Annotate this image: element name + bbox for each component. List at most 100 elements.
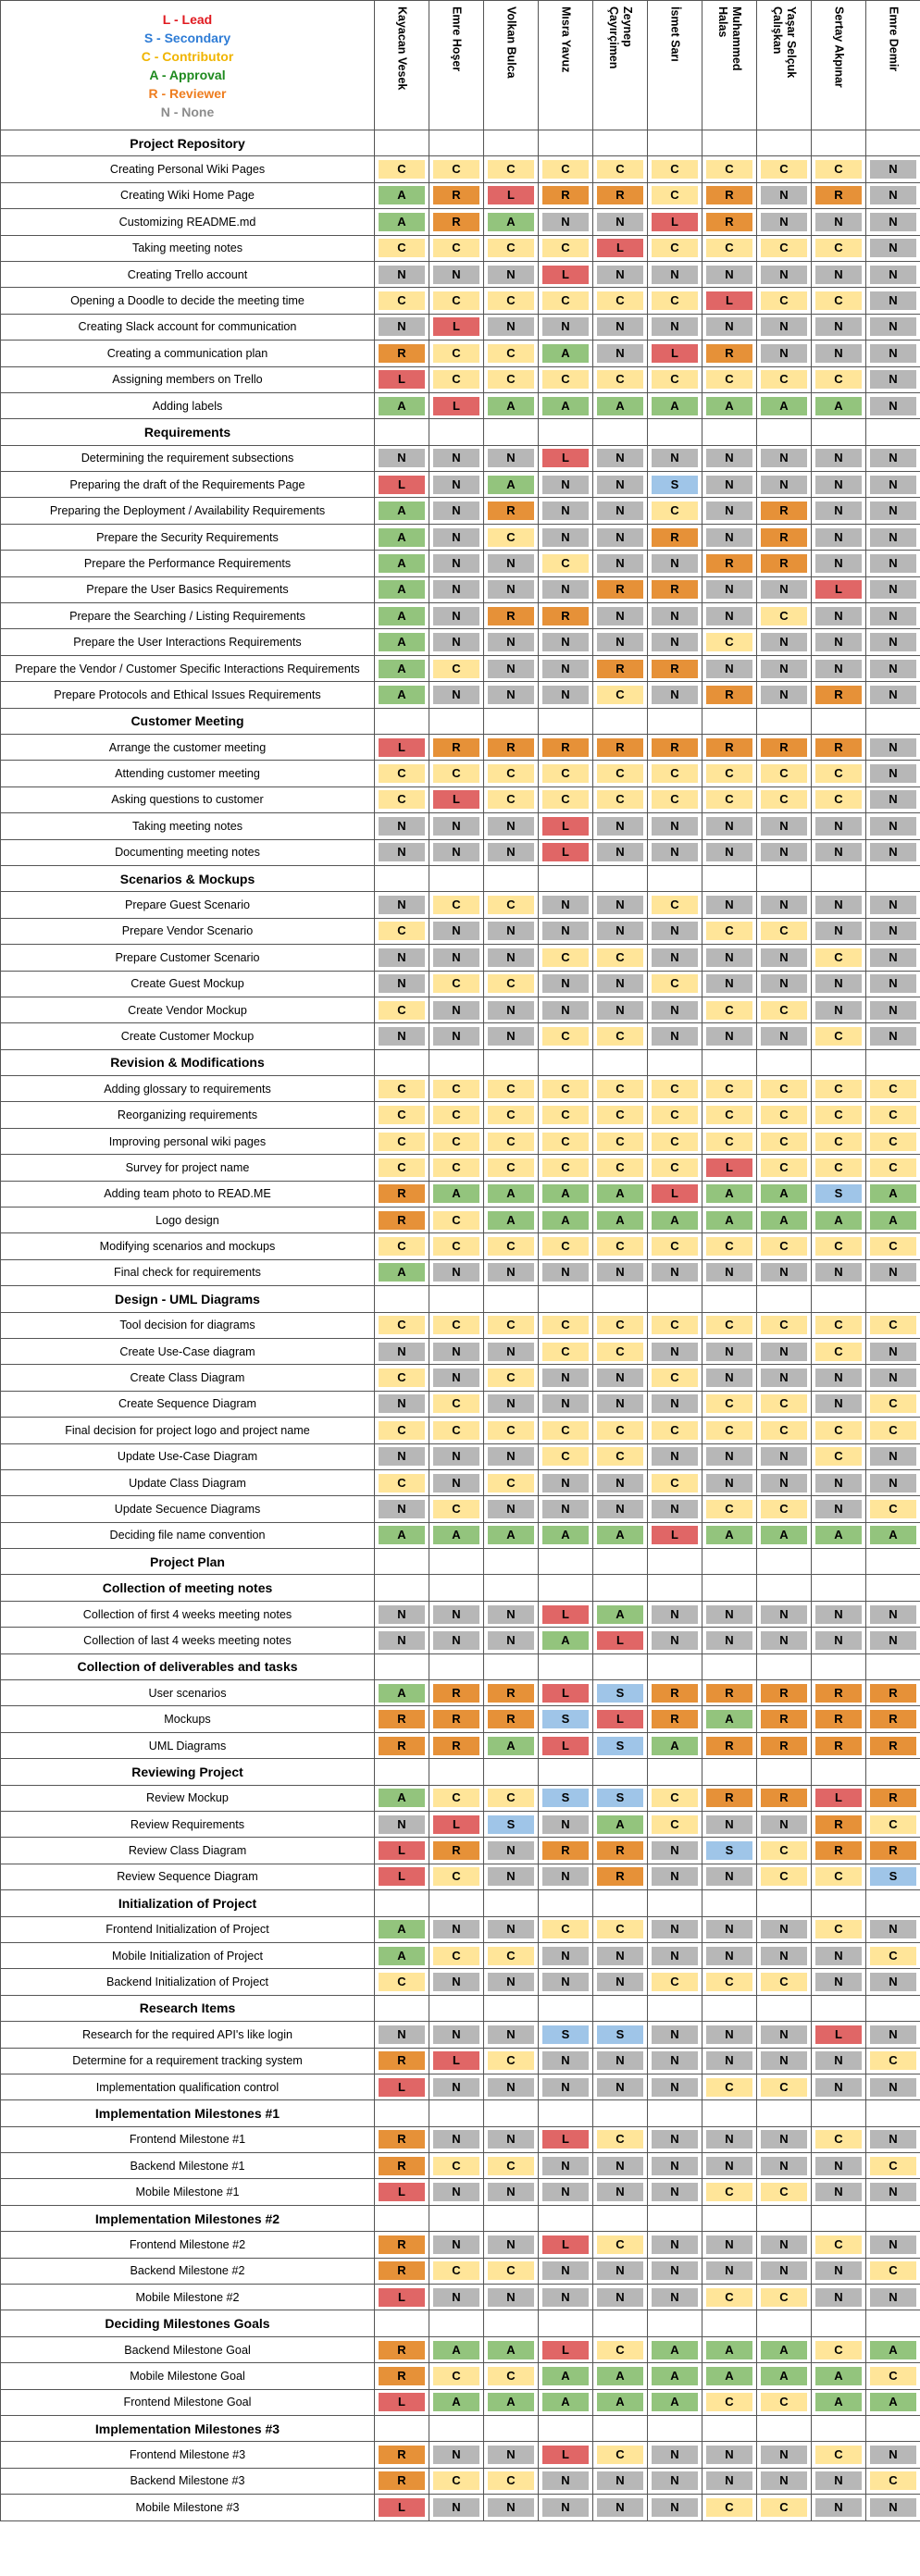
role-badge: N [761,2446,807,2465]
empty-cell [811,1758,866,1786]
role-badge: N [761,1342,807,1361]
role-cell: C [483,1127,539,1156]
role-cell: A [538,1207,593,1234]
role-badge: N [488,1630,534,1650]
role-badge: C [597,160,643,180]
role-cell: L [647,1521,702,1550]
role-cell: A [374,1784,429,1813]
role-cell: C [538,1915,593,1943]
role-cell: A [538,391,593,420]
role-badge: N [815,2261,862,2281]
role-cell: N [429,2021,484,2049]
role-badge: A [706,2366,752,2385]
role-badge: N [652,1263,698,1282]
role-badge: N [379,449,425,468]
role-badge: R [597,1867,643,1887]
role-badge: A [379,1263,425,1282]
role-badge: C [433,2261,479,2281]
role-cell: N [374,1390,429,1418]
empty-cell [702,707,757,735]
role-badge: R [706,1683,752,1703]
task-name: Asking questions to customer [0,786,375,814]
role-badge: N [706,317,752,337]
role-badge: N [542,2156,589,2175]
role-badge: N [433,2077,479,2097]
role-cell: N [647,313,702,341]
role-cell: N [429,523,484,551]
role-badge: N [815,2497,862,2517]
role-badge: N [542,1946,589,1965]
role-cell: N [483,1022,539,1050]
role-cell: R [538,602,593,630]
role-cell: L [374,365,429,393]
role-badge: L [433,317,479,337]
role-badge: C [761,922,807,941]
role-badge: L [433,2051,479,2071]
task-name: Create Guest Mockup [0,970,375,997]
role-cell: C [483,1364,539,1392]
empty-cell [811,2310,866,2337]
section-row: Project Repository [0,129,920,157]
role-cell: S [592,1679,648,1707]
role-badge: C [706,1132,752,1151]
role-cell: A [374,208,429,236]
role-cell: R [374,2047,429,2074]
role-cell: C [538,287,593,315]
table-row: Adding glossary to requirements C C C C C C C C C… [0,1075,920,1103]
role-badge: C [761,764,807,784]
role-cell: N [538,2047,593,2074]
table-row: Update Secuence Diagrams N C N N N N C C N C [0,1495,920,1523]
role-badge: C [652,896,698,915]
role-cell: L [374,2388,429,2416]
role-badge: N [652,2183,698,2202]
role-badge: C [706,370,752,390]
role-cell: L [538,444,593,473]
role-badge: N [870,1026,916,1046]
role-badge: C [597,1132,643,1151]
role-badge: N [761,2130,807,2149]
role-badge: C [652,1420,698,1440]
role-cell: C [647,1154,702,1182]
role-badge: R [379,1210,425,1230]
task-name: Prepare the Vendor / Customer Specific I… [0,654,375,683]
section-title: Project Plan [0,1548,375,1576]
role-cell: R [429,1679,484,1707]
role-cell: N [811,917,866,946]
role-cell: C [592,786,648,814]
empty-cell [538,1574,593,1602]
role-cell: A [429,1180,484,1208]
role-badge: C [433,291,479,311]
role-badge: C [542,790,589,810]
role-cell: C [483,1075,539,1103]
empty-cell [756,1548,812,1576]
role-cell: N [756,2257,812,2285]
role-badge: N [488,1447,534,1467]
role-cell: C [429,970,484,997]
role-badge: R [761,1736,807,1755]
table-row: Assigning members on Trello L C C C C C C C C N [0,365,920,393]
role-badge: N [433,2497,479,2517]
role-badge: N [488,449,534,468]
empty-cell [647,418,702,446]
role-badge: N [488,2287,534,2307]
role-cell: N [702,2257,757,2285]
role-badge: A [761,1210,807,1230]
role-cell: C [538,1022,593,1050]
role-badge: N [815,843,862,862]
role-cell: N [538,1495,593,1523]
task-name: Collection of last 4 weeks meeting notes [0,1627,375,1654]
role-badge: C [706,1500,752,1518]
role-badge: N [433,1473,479,1492]
empty-cell [374,1048,429,1077]
role-cell: C [483,1784,539,1813]
empty-cell [592,418,648,446]
empty-cell [647,707,702,735]
role-cell: C [702,760,757,787]
role-cell: C [483,1232,539,1260]
role-cell: N [865,996,920,1024]
empty-cell [538,2414,593,2443]
role-cell: A [592,1180,648,1208]
role-cell: N [865,340,920,367]
role-badge: N [652,1946,698,1965]
role-badge: N [652,2051,698,2071]
